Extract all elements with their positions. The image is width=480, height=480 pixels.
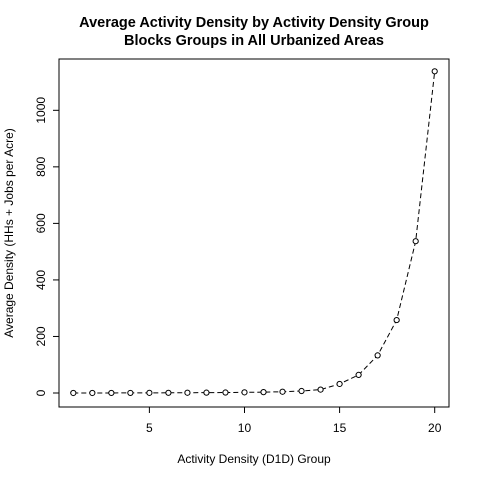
data-point — [127, 389, 134, 397]
data-point — [108, 389, 115, 397]
y-tick-label: 1000 — [34, 97, 48, 124]
series-line — [73, 71, 436, 394]
chart-title: Average Activity Density by Activity Den… — [79, 15, 429, 31]
x-axis-label: Activity Density (D1D) Group — [177, 452, 331, 466]
data-point — [222, 389, 229, 396]
data-point — [89, 389, 96, 397]
data-point — [146, 389, 153, 396]
y-tick-label: 200 — [34, 326, 48, 346]
x-axis: 5 10 15 20 — [146, 407, 442, 435]
data-point — [165, 389, 172, 396]
plot-frame — [58, 58, 450, 408]
x-tick-label: 10 — [238, 421, 252, 435]
y-axis-label: Average Density (HHs + Jobs per Acre) — [2, 128, 16, 338]
data-point — [298, 387, 305, 395]
data-point — [70, 389, 77, 397]
y-tick-label: 400 — [34, 270, 48, 290]
data-point — [260, 389, 267, 396]
data-point — [317, 386, 324, 393]
data-point — [184, 389, 191, 396]
chart-subtitle: Blocks Groups in All Urbanized Areas — [124, 33, 384, 49]
series-markers — [70, 68, 438, 397]
y-tick-label: 600 — [34, 213, 48, 233]
x-tick-label: 15 — [333, 421, 347, 435]
data-point — [374, 352, 381, 359]
x-tick-label: 20 — [428, 421, 442, 435]
data-point — [336, 380, 343, 388]
data-point — [279, 388, 286, 395]
data-point — [241, 389, 248, 396]
y-tick-label: 0 — [34, 389, 48, 396]
data-point — [355, 371, 362, 379]
data-point — [412, 238, 419, 245]
data-point — [431, 68, 438, 75]
data-point — [203, 389, 210, 396]
y-tick-label: 800 — [34, 157, 48, 177]
data-point — [393, 316, 400, 324]
x-tick-label: 5 — [146, 421, 153, 435]
y-axis: 0 200 400 600 800 1000 — [34, 97, 59, 396]
